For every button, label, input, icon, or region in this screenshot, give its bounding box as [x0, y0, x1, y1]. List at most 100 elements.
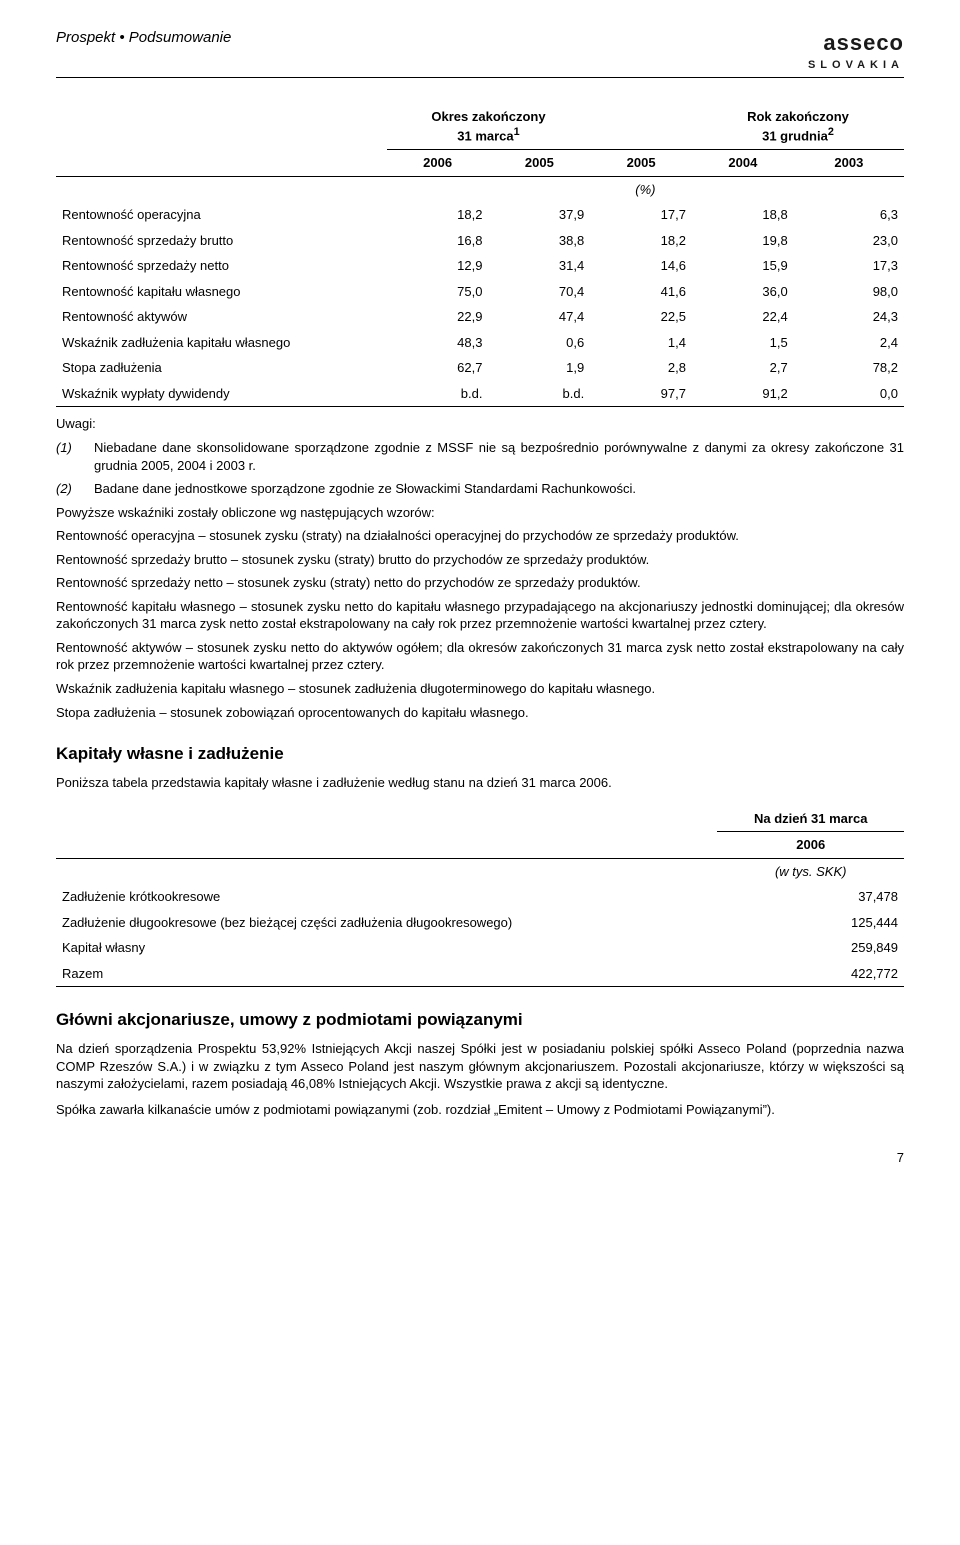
ratio-value: 2,8: [590, 355, 692, 381]
ratio-value: 48,3: [387, 330, 489, 356]
ratio-value: 91,2: [692, 381, 794, 407]
note-paragraph: Wskaźnik zadłużenia kapitału własnego – …: [56, 680, 904, 698]
ratio-value: 2,7: [692, 355, 794, 381]
col-group-period-text: Okres zakończony31 marca: [431, 109, 545, 144]
note-number: (2): [56, 480, 94, 498]
year-header: 2005: [488, 149, 590, 176]
capital-col-header: Na dzień 31 marca: [717, 806, 904, 832]
ratio-value: 22,4: [692, 304, 794, 330]
ratio-value: 16,8: [387, 228, 489, 254]
ratio-label: Rentowność aktywów: [56, 304, 387, 330]
spacer: [590, 104, 692, 150]
ratio-label: Wskaźnik wypłaty dywidendy: [56, 381, 387, 407]
ratios-table: Okres zakończony31 marca1 Rok zakończony…: [56, 104, 904, 408]
page-header: Prospekt • Podsumowanie asseco SLOVAKIA: [56, 28, 904, 78]
capital-table: Na dzień 31 marca 2006 (w tys. SKK) Zadł…: [56, 806, 904, 988]
year-header: 2006: [387, 149, 489, 176]
ratio-value: 1,9: [488, 355, 590, 381]
empty-header: [56, 149, 387, 176]
note-text: Niebadane dane skonsolidowane sporządzon…: [94, 439, 904, 474]
empty-cell: [56, 176, 387, 202]
year-header: 2005: [590, 149, 692, 176]
capital-row-label: Kapitał własny: [56, 935, 717, 961]
ratio-value: 37,9: [488, 202, 590, 228]
ratio-value: 78,2: [794, 355, 904, 381]
ratio-value: 41,6: [590, 279, 692, 305]
shareholders-p1: Na dzień sporządzenia Prospektu 53,92% I…: [56, 1040, 904, 1093]
ratio-value: 31,4: [488, 253, 590, 279]
ratio-value: 62,7: [387, 355, 489, 381]
ratio-value: 14,6: [590, 253, 692, 279]
ratio-value: 98,0: [794, 279, 904, 305]
unit-row: (%): [387, 176, 904, 202]
ratio-label: Rentowność sprzedaży brutto: [56, 228, 387, 254]
notes-block: Uwagi: (1)Niebadane dane skonsolidowane …: [56, 415, 904, 721]
ratio-value: 19,8: [692, 228, 794, 254]
ratio-value: 0,0: [794, 381, 904, 407]
note-paragraph: Rentowność kapitału własnego – stosunek …: [56, 598, 904, 633]
ratio-value: 47,4: [488, 304, 590, 330]
ratio-value: 97,7: [590, 381, 692, 407]
section-heading-shareholders: Główni akcjonariusze, umowy z podmiotami…: [56, 1009, 904, 1032]
ratio-value: 18,8: [692, 202, 794, 228]
note-text: Badane dane jednostkowe sporządzone zgod…: [94, 480, 904, 498]
ratio-value: 24,3: [794, 304, 904, 330]
col-group-year: Rok zakończony31 grudnia2: [692, 104, 904, 150]
page-number: 7: [56, 1149, 904, 1167]
empty-cell: [56, 858, 717, 884]
note-number: (1): [56, 439, 94, 474]
ratio-value: 70,4: [488, 279, 590, 305]
ratio-value: 36,0: [692, 279, 794, 305]
col-group-period-sup: 1: [514, 126, 520, 138]
empty-header: [56, 104, 387, 150]
ratio-value: 1,5: [692, 330, 794, 356]
ratio-label: Wskaźnik zadłużenia kapitału własnego: [56, 330, 387, 356]
capital-intro: Poniższa tabela przedstawia kapitały wła…: [56, 774, 904, 792]
note-paragraph: Rentowność sprzedaży brutto – stosunek z…: [56, 551, 904, 569]
note-paragraph: Rentowność operacyjna – stosunek zysku (…: [56, 527, 904, 545]
ratio-value: 18,2: [387, 202, 489, 228]
empty-header: [56, 806, 717, 832]
ratio-value: 38,8: [488, 228, 590, 254]
ratio-label: Stopa zadłużenia: [56, 355, 387, 381]
ratio-value: 18,2: [590, 228, 692, 254]
capital-row-label: Razem: [56, 961, 717, 987]
ratio-value: 75,0: [387, 279, 489, 305]
ratio-value: 2,4: [794, 330, 904, 356]
col-group-period: Okres zakończony31 marca1: [387, 104, 591, 150]
capital-row-value: 422,772: [717, 961, 904, 987]
ratio-label: Rentowność operacyjna: [56, 202, 387, 228]
note-paragraph: Powyższe wskaźniki zostały obliczone wg …: [56, 504, 904, 522]
ratio-value: 12,9: [387, 253, 489, 279]
logo-wordmark: asseco: [808, 28, 904, 58]
ratio-value: 1,4: [590, 330, 692, 356]
year-header: 2004: [692, 149, 794, 176]
logo-subtitle: SLOVAKIA: [808, 58, 904, 73]
capital-row-value: 37,478: [717, 884, 904, 910]
capital-row-label: Zadłużenie długookresowe (bez bieżącej c…: [56, 910, 717, 936]
header-section-title: Prospekt • Podsumowanie: [56, 28, 231, 48]
note-paragraph: Rentowność aktywów – stosunek zysku nett…: [56, 639, 904, 674]
empty-header: [56, 832, 717, 859]
note-item: (2)Badane dane jednostkowe sporządzone z…: [56, 480, 904, 498]
ratio-value: 15,9: [692, 253, 794, 279]
ratio-label: Rentowność sprzedaży netto: [56, 253, 387, 279]
note-paragraph: Rentowność sprzedaży netto – stosunek zy…: [56, 574, 904, 592]
section-heading-capital: Kapitały własne i zadłużenie: [56, 743, 904, 766]
year-header: 2003: [794, 149, 904, 176]
ratio-value: b.d.: [387, 381, 489, 407]
col-group-year-sup: 2: [828, 126, 834, 138]
ratio-value: 17,7: [590, 202, 692, 228]
capital-row-label: Zadłużenie krótkookresowe: [56, 884, 717, 910]
ratio-value: 0,6: [488, 330, 590, 356]
capital-unit: (w tys. SKK): [717, 858, 904, 884]
capital-row-value: 125,444: [717, 910, 904, 936]
ratio-value: 6,3: [794, 202, 904, 228]
shareholders-p2: Spółka zawarła kilkanaście umów z podmio…: [56, 1101, 904, 1119]
ratio-label: Rentowność kapitału własnego: [56, 279, 387, 305]
logo: asseco SLOVAKIA: [808, 28, 904, 73]
ratio-value: 22,5: [590, 304, 692, 330]
ratio-value: 17,3: [794, 253, 904, 279]
ratio-value: b.d.: [488, 381, 590, 407]
capital-row-value: 259,849: [717, 935, 904, 961]
